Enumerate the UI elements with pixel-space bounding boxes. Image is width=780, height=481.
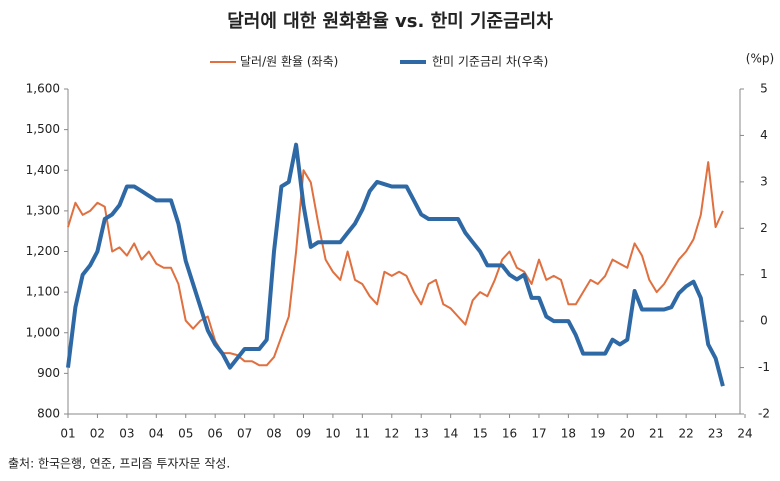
x-tick-label: 03 [119, 427, 134, 441]
x-tick-label: 23 [708, 427, 723, 441]
y2-tick-label: 1 [760, 267, 768, 281]
y2-tick-label: 0 [760, 314, 768, 328]
x-tick-label: 20 [620, 427, 635, 441]
x-tick-label: 16 [502, 427, 517, 441]
x-tick-label: 04 [149, 427, 164, 441]
x-tick-label: 22 [678, 427, 693, 441]
legend-label: 한미 기준금리 차(우축) [432, 55, 548, 69]
x-tick-label: 11 [355, 427, 370, 441]
y-tick-label: 1,000 [26, 325, 60, 339]
x-tick-label: 07 [237, 427, 252, 441]
y2-tick-label: 4 [760, 128, 768, 142]
chart-title: 달러에 대한 원화환율 vs. 한미 기준금리차 [227, 10, 553, 32]
x-tick-label: 14 [443, 427, 458, 441]
y2-tick-label: -1 [758, 360, 770, 374]
y2-unit: (%p) [746, 52, 774, 66]
y-tick-label: 1,600 [26, 82, 60, 96]
x-tick-label: 19 [590, 427, 605, 441]
x-tick-label: 17 [531, 427, 546, 441]
y-tick-label: 1,200 [26, 244, 60, 258]
x-tick-label: 15 [472, 427, 487, 441]
x-tick-label: 18 [561, 427, 576, 441]
x-tick-label: 08 [266, 427, 281, 441]
source-note: 출처: 한국은행, 연준, 프리즘 투자자문 작성. [8, 456, 230, 471]
x-tick-label: 21 [649, 427, 664, 441]
y2-tick-label: -2 [758, 407, 770, 421]
series-line [67, 161, 724, 367]
y2-tick-label: 2 [760, 221, 768, 235]
x-tick-label: 24 [737, 427, 752, 441]
x-tick-label: 10 [325, 427, 340, 441]
y-tick-label: 800 [37, 407, 60, 421]
y2-tick-label: 5 [760, 82, 768, 96]
y-tick-label: 1,300 [26, 203, 60, 217]
x-tick-label: 06 [208, 427, 223, 441]
series-line [66, 142, 725, 387]
x-tick-label: 12 [384, 427, 399, 441]
x-tick-label: 09 [296, 427, 311, 441]
x-tick-label: 01 [60, 427, 75, 441]
x-tick-label: 05 [178, 427, 193, 441]
y2-tick-label: 3 [760, 174, 768, 188]
y-tick-label: 1,500 [26, 122, 60, 136]
x-tick-label: 02 [90, 427, 105, 441]
y-tick-label: 900 [37, 366, 60, 380]
y-tick-label: 1,100 [26, 285, 60, 299]
legend-label: 달러/원 환율 (좌축) [240, 55, 338, 69]
y-tick-label: 1,400 [26, 163, 60, 177]
x-tick-label: 13 [414, 427, 429, 441]
